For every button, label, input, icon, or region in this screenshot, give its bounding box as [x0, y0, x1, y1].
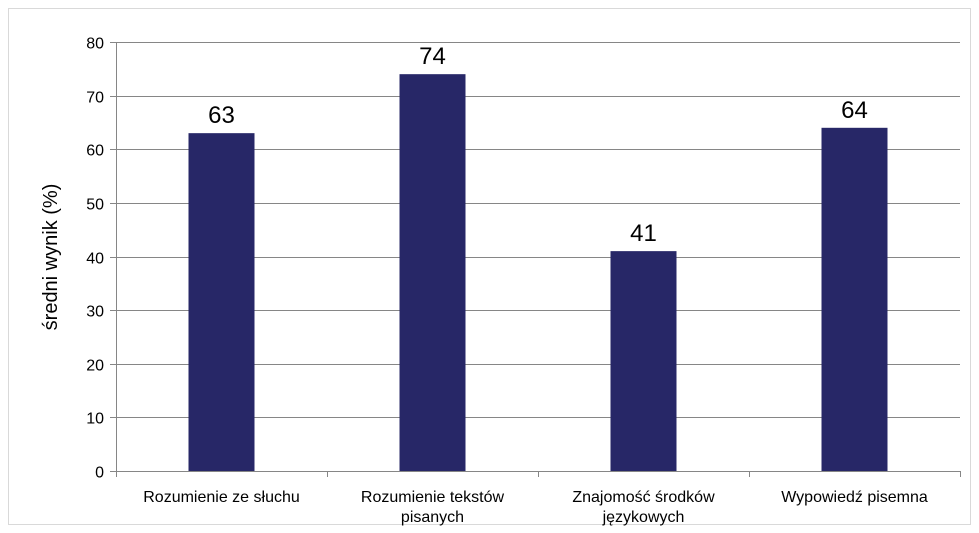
- axes: [110, 42, 961, 477]
- bar-value-label: 41: [630, 220, 657, 247]
- y-tick-label: 70: [86, 90, 104, 107]
- labels: 0 10 20 30 40 50 60 70 80 63 Rozumienie ze słuchu 7…: [86, 36, 928, 527]
- y-tick-label: 20: [86, 358, 104, 375]
- y-axis-title: średni wynik (%): [40, 184, 62, 331]
- x-category-label: Rozumienie ze słuchu: [143, 489, 300, 506]
- bar: [399, 74, 466, 472]
- bar: [610, 251, 677, 471]
- y-tick-label: 50: [86, 197, 104, 214]
- x-category-label: pisanych: [401, 509, 464, 526]
- x-category-label: językowych: [602, 509, 685, 526]
- chart-frame: [8, 8, 971, 525]
- bar-value-label: 63: [208, 102, 235, 129]
- gridlines: [116, 42, 960, 418]
- bar: [188, 133, 255, 471]
- y-tick-label: 0: [95, 465, 104, 482]
- bars: [188, 74, 888, 472]
- y-tick-label: 30: [86, 304, 104, 321]
- bar-value-label: 74: [419, 43, 446, 70]
- bar: [821, 127, 888, 472]
- y-tick-label: 80: [86, 36, 104, 53]
- x-category-label: Znajomość środków: [572, 489, 715, 506]
- x-category-label: Wypowiedź pisemna: [781, 489, 928, 506]
- y-tick-label: 40: [86, 251, 104, 268]
- y-tick-label: 10: [86, 411, 104, 428]
- y-tick-label: 60: [86, 143, 104, 160]
- x-category-label: Rozumienie tekstów: [361, 489, 505, 506]
- bar-value-label: 64: [841, 97, 868, 124]
